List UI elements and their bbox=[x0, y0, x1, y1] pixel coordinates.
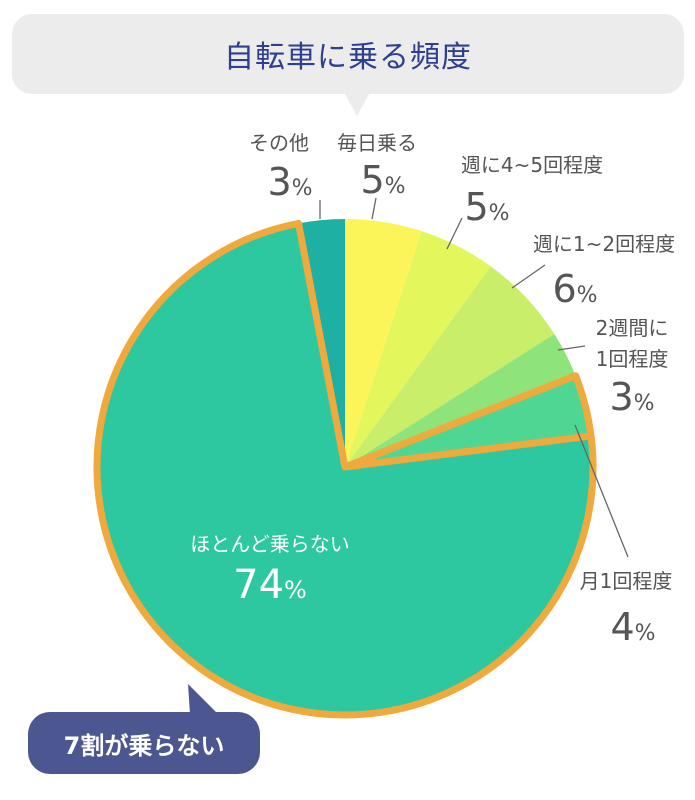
slice-value-3: 6% bbox=[552, 267, 597, 311]
slice-label-1: 毎日乗る bbox=[337, 131, 417, 155]
leader-line-1 bbox=[371, 197, 377, 220]
slice-value-4: 3% bbox=[609, 375, 654, 419]
slice-label-5: 月1回程度 bbox=[580, 569, 673, 593]
leader-line-4 bbox=[557, 345, 586, 351]
slice-value-2: 5% bbox=[464, 185, 509, 229]
pie-slice-2 bbox=[345, 231, 491, 467]
slice-value-5: 4% bbox=[610, 605, 655, 649]
pie-slice-1 bbox=[345, 219, 422, 467]
chart-title: 自転車に乗る頻度 bbox=[224, 40, 472, 75]
slice-label-7: その他 bbox=[249, 131, 309, 155]
leader-line-3 bbox=[511, 264, 546, 289]
slice-value-1: 5% bbox=[360, 158, 405, 202]
leader-line-5 bbox=[574, 424, 629, 558]
slice-label-6: ほとんど乗らない bbox=[190, 532, 349, 556]
summary-callout: 7割が乗らない bbox=[28, 712, 260, 774]
pie-slice-4 bbox=[345, 334, 576, 467]
leader-line-2 bbox=[446, 217, 463, 250]
slice-label-2: 週に4~5回程度 bbox=[461, 153, 603, 177]
pie-slice-3 bbox=[345, 266, 555, 467]
slice-value-7: 3% bbox=[267, 160, 312, 204]
slice-label-4: 1回程度 bbox=[596, 347, 669, 371]
pie-slice-6 bbox=[93, 219, 597, 719]
slice-label-3: 週に1~2回程度 bbox=[533, 232, 675, 256]
title-bubble: 自転車に乗る頻度 bbox=[12, 14, 684, 116]
slice-label-4: 2週間に bbox=[596, 316, 669, 340]
summary-callout-text: 7割が乗らない bbox=[63, 731, 225, 760]
slice-value-6: 74% bbox=[233, 562, 307, 608]
